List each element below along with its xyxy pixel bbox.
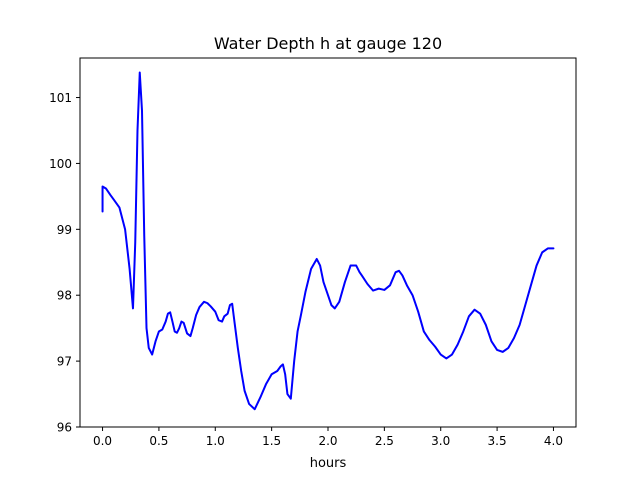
axes: 0.0 0.5 1.0 1.5 2.0 2.5 3.0 3.5 4.0 96 97 98 99 100 10… [49,57,577,448]
chart-title: Water Depth h at gauge 120 [214,34,442,53]
x-tick-label: 3.5 [488,434,507,448]
x-tick-label: 1.5 [262,434,281,448]
x-tick-label: 3.0 [431,434,450,448]
y-tick-label: 97 [57,355,72,369]
y-tick-label: 99 [57,223,72,237]
y-tick-label: 101 [49,91,72,105]
x-tick-label: 2.0 [318,434,337,448]
x-tick-label: 2.5 [375,434,394,448]
y-tick-label: 100 [49,157,72,171]
x-tick-label: 0.0 [93,434,112,448]
series-line-0 [101,71,555,411]
x-tick-label: 4.0 [544,434,563,448]
y-tick-label: 96 [57,421,72,435]
x-tick-label: 0.5 [149,434,168,448]
x-tick-label: 1.0 [206,434,225,448]
plot-area [101,71,555,411]
y-tick-label: 98 [57,289,72,303]
x-axis-label: hours [310,456,347,471]
